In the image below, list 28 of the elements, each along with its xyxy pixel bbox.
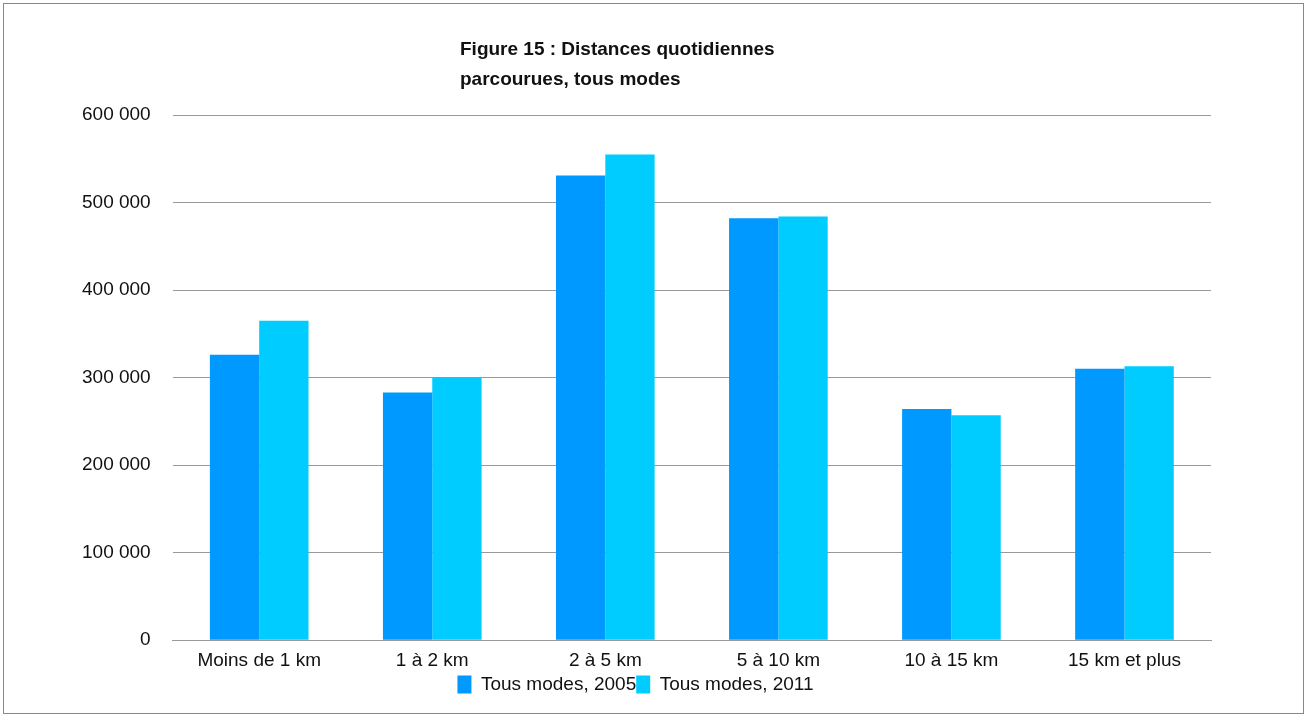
legend-label: Tous modes, 2005 (480, 672, 637, 694)
y-tick-label: 300 000 (81, 365, 151, 387)
y-tick-label: 200 000 (81, 453, 151, 475)
y-tick-label: 400 000 (81, 278, 151, 300)
x-tick-label: 2 à 5 km (568, 648, 642, 670)
x-tick-label: 1 à 2 km (395, 648, 469, 670)
bar (1075, 368, 1125, 640)
x-tick-label: Moins de 1 km (197, 648, 321, 670)
y-tick-label: 500 000 (81, 190, 151, 212)
bar (605, 154, 655, 640)
bar (555, 175, 606, 640)
bar (382, 392, 433, 640)
bar (209, 354, 260, 640)
legend-label: Tous modes, 2011 (659, 672, 814, 694)
bar (778, 216, 828, 640)
bar (951, 415, 1001, 640)
bar (729, 218, 779, 640)
x-tick-label: 15 km et plus (1067, 648, 1181, 670)
x-tick-label: 10 à 15 km (904, 648, 999, 670)
bar (432, 377, 482, 640)
bar (259, 320, 309, 640)
chart-title: Figure 15 : Distances quotidiennes parcourues, tous modes (460, 37, 775, 91)
y-tick-label: 100 000 (81, 540, 151, 562)
y-tick-label: 0 (140, 628, 151, 650)
bar (1124, 366, 1174, 640)
bar (902, 409, 952, 640)
x-tick-label: 5 à 10 km (736, 648, 821, 670)
y-tick-label: 600 000 (81, 103, 151, 125)
